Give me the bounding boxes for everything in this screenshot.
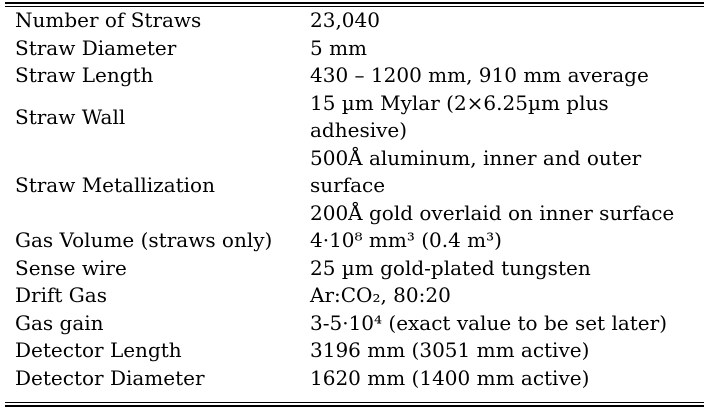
table-row: Detector Length 3196 mm (3051 mm active) [5,337,704,365]
value-line: Ar:CO₂, 80:20 [310,283,451,307]
top-rule-inner [5,6,704,7]
value-cell: 4·10⁸ mm³ (0.4 m³) [300,227,704,255]
value-line: 430 – 1200 mm, 910 mm average [310,63,649,87]
parameter-cell: Gas gain [15,310,104,335]
value-line: surface [310,173,386,197]
value-line: 200Å gold overlaid on inner surface [310,200,675,225]
top-rule [5,2,704,4]
value-line: 500Å aluminum, inner and outer [310,145,642,170]
table-body: Number of Straws 23,040 Straw Diameter 5… [5,7,704,392]
value-line: 5 mm [310,35,368,60]
parameter-cell: Gas Volume (straws only) [15,228,273,253]
value-line: 23,040 [310,8,380,32]
bottom-rule-inner [5,402,704,403]
parameter-cell: Straw Wall [15,104,126,129]
value-line: adhesive) [310,118,408,142]
table-row: Detector Diameter 1620 mm (1400 mm activ… [5,365,704,393]
value-line: 3-5·10⁴ (exact value to be set later) [310,310,668,335]
table-row: Sense wire 25 µm gold-plated tungsten [5,255,704,283]
parameter-cell: Detector Length [15,338,182,363]
value-cell: 23,040 [300,7,704,35]
value-cell: 25 µm gold-plated tungsten [300,255,704,283]
value-cell: 1620 mm (1400 mm active) [300,365,704,393]
parameter-cell: Straw Diameter [15,35,177,60]
specifications-table: Number of Straws 23,040 Straw Diameter 5… [5,2,704,407]
value-line: 15 µm Mylar (2×6.25µm plus [310,90,609,115]
parameter-cell: Drift Gas [15,283,107,308]
value-line: 4·10⁸ mm³ (0.4 m³) [310,228,502,252]
parameter-cell: Number of Straws [15,8,202,33]
value-cell: 15 µm Mylar (2×6.25µm plus adhesive) [300,90,704,145]
value-line: 25 µm gold-plated tungsten [310,255,591,280]
parameter-cell: Detector Diameter [15,365,205,390]
table-row: Number of Straws 23,040 [5,7,704,35]
table-row: Straw Wall 15 µm Mylar (2×6.25µm plus ad… [5,90,704,145]
value-cell: 3-5·10⁴ (exact value to be set later) [300,310,704,338]
table-row: Gas Volume (straws only) 4·10⁸ mm³ (0.4 … [5,227,704,255]
value-line: 3196 mm (3051 mm active) [310,338,590,362]
value-cell: 500Å aluminum, inner and outer surface 2… [300,145,704,228]
table-row: Straw Diameter 5 mm [5,35,704,63]
value-line: 1620 mm (1400 mm active) [310,365,590,390]
value-cell: 430 – 1200 mm, 910 mm average [300,62,704,90]
table-row: Straw Length 430 – 1200 mm, 910 mm avera… [5,62,704,90]
parameter-cell: Straw Length [15,63,154,88]
bottom-rule [5,405,704,407]
table-row: Gas gain 3-5·10⁴ (exact value to be set … [5,310,704,338]
table-row: Straw Metallization 500Å aluminum, inner… [5,145,704,228]
parameter-cell: Sense wire [15,255,127,280]
value-cell: Ar:CO₂, 80:20 [300,282,704,310]
parameter-cell: Straw Metallization [15,173,215,198]
table-row: Drift Gas Ar:CO₂, 80:20 [5,282,704,310]
value-cell: 5 mm [300,35,704,63]
value-cell: 3196 mm (3051 mm active) [300,337,704,365]
